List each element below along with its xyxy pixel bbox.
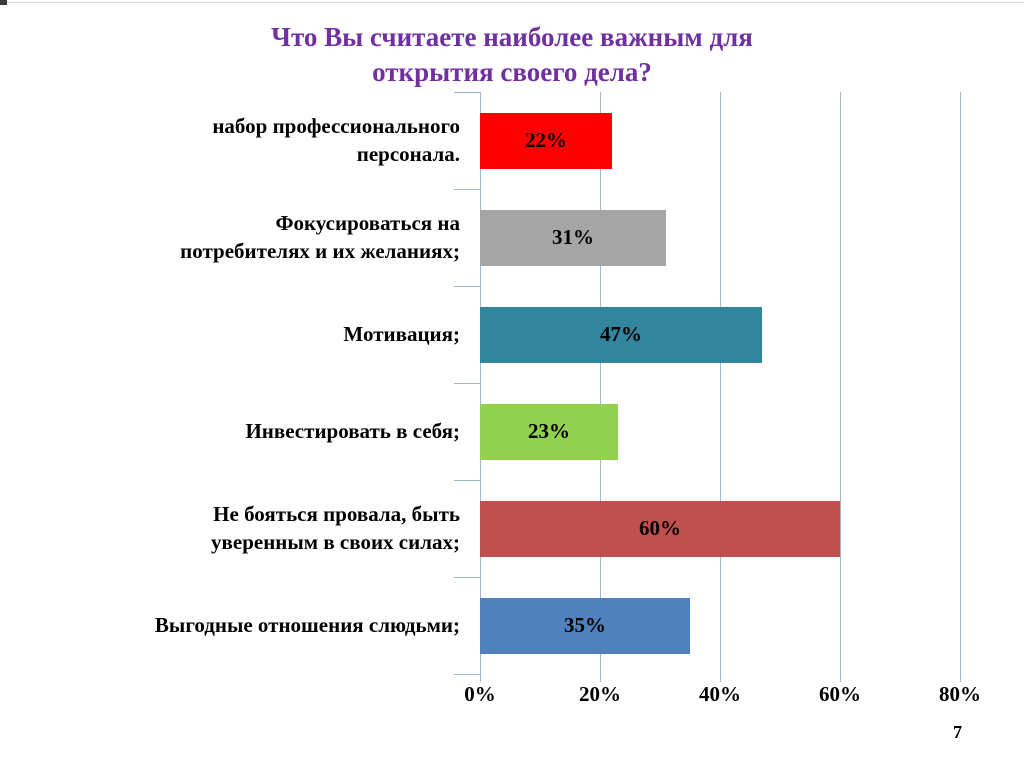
category-label: Фокусироваться на потребителях и их жела… [180, 211, 460, 263]
chart-row: Мотивация; 47% [0, 286, 1024, 383]
bar: 22% [480, 112, 612, 169]
bar-value-label: 23% [528, 419, 570, 444]
chart-row: Фокусироваться на потребителях и их жела… [0, 189, 1024, 286]
x-axis: 0% 20% 40% 60% 80% [464, 674, 990, 716]
chart-rows: набор профессионального персонала. 22% Фок… [0, 92, 1024, 674]
bar-value-label: 47% [600, 322, 642, 347]
category-label: Мотивация; [343, 322, 460, 347]
chart-title: Что Вы считаете наиболее важным для откр… [271, 22, 753, 88]
x-tick-label: 20% [579, 682, 621, 707]
bar: 23% [480, 403, 618, 460]
bar-zone: 23% [480, 383, 990, 480]
bar: 35% [480, 597, 690, 654]
bar: 31% [480, 209, 666, 266]
bar: 47% [480, 306, 762, 363]
bar: 60% [480, 500, 840, 557]
page-number: 7 [953, 722, 962, 742]
bar-value-label: 22% [525, 128, 567, 153]
chart-row: набор профессионального персонала. 22% [0, 92, 1024, 189]
bar-value-label: 31% [552, 225, 594, 250]
bar-zone: 31% [480, 189, 990, 286]
x-tick-label: 0% [464, 682, 496, 707]
category-label: Инвестировать в себя; [245, 419, 460, 444]
bar-zone: 35% [480, 577, 990, 674]
bar-zone: 60% [480, 480, 990, 577]
chart-row: Не бояться провала, быть уверенным в сво… [0, 480, 1024, 577]
category-label: набор профессионального персонала. [212, 114, 460, 166]
category-label: Не бояться провала, быть уверенным в сво… [211, 502, 460, 554]
chart-row: Выгодные отношения слюдьми; 35% [0, 577, 1024, 674]
bar-zone: 47% [480, 286, 990, 383]
top-border-line [0, 2, 1024, 3]
bar-chart: набор профессионального персонала. 22% Фок… [0, 92, 1024, 683]
bar-zone: 22% [480, 92, 990, 189]
y-axis-tick [454, 674, 480, 676]
corner-mark [0, 0, 7, 5]
category-label: Выгодные отношения слюдьми; [154, 613, 460, 638]
bar-value-label: 35% [564, 613, 606, 638]
x-tick-label: 40% [699, 682, 741, 707]
chart-row: Инвестировать в себя; 23% [0, 383, 1024, 480]
x-tick-label: 60% [819, 682, 861, 707]
bar-value-label: 60% [639, 516, 681, 541]
x-tick-label: 80% [939, 682, 981, 707]
